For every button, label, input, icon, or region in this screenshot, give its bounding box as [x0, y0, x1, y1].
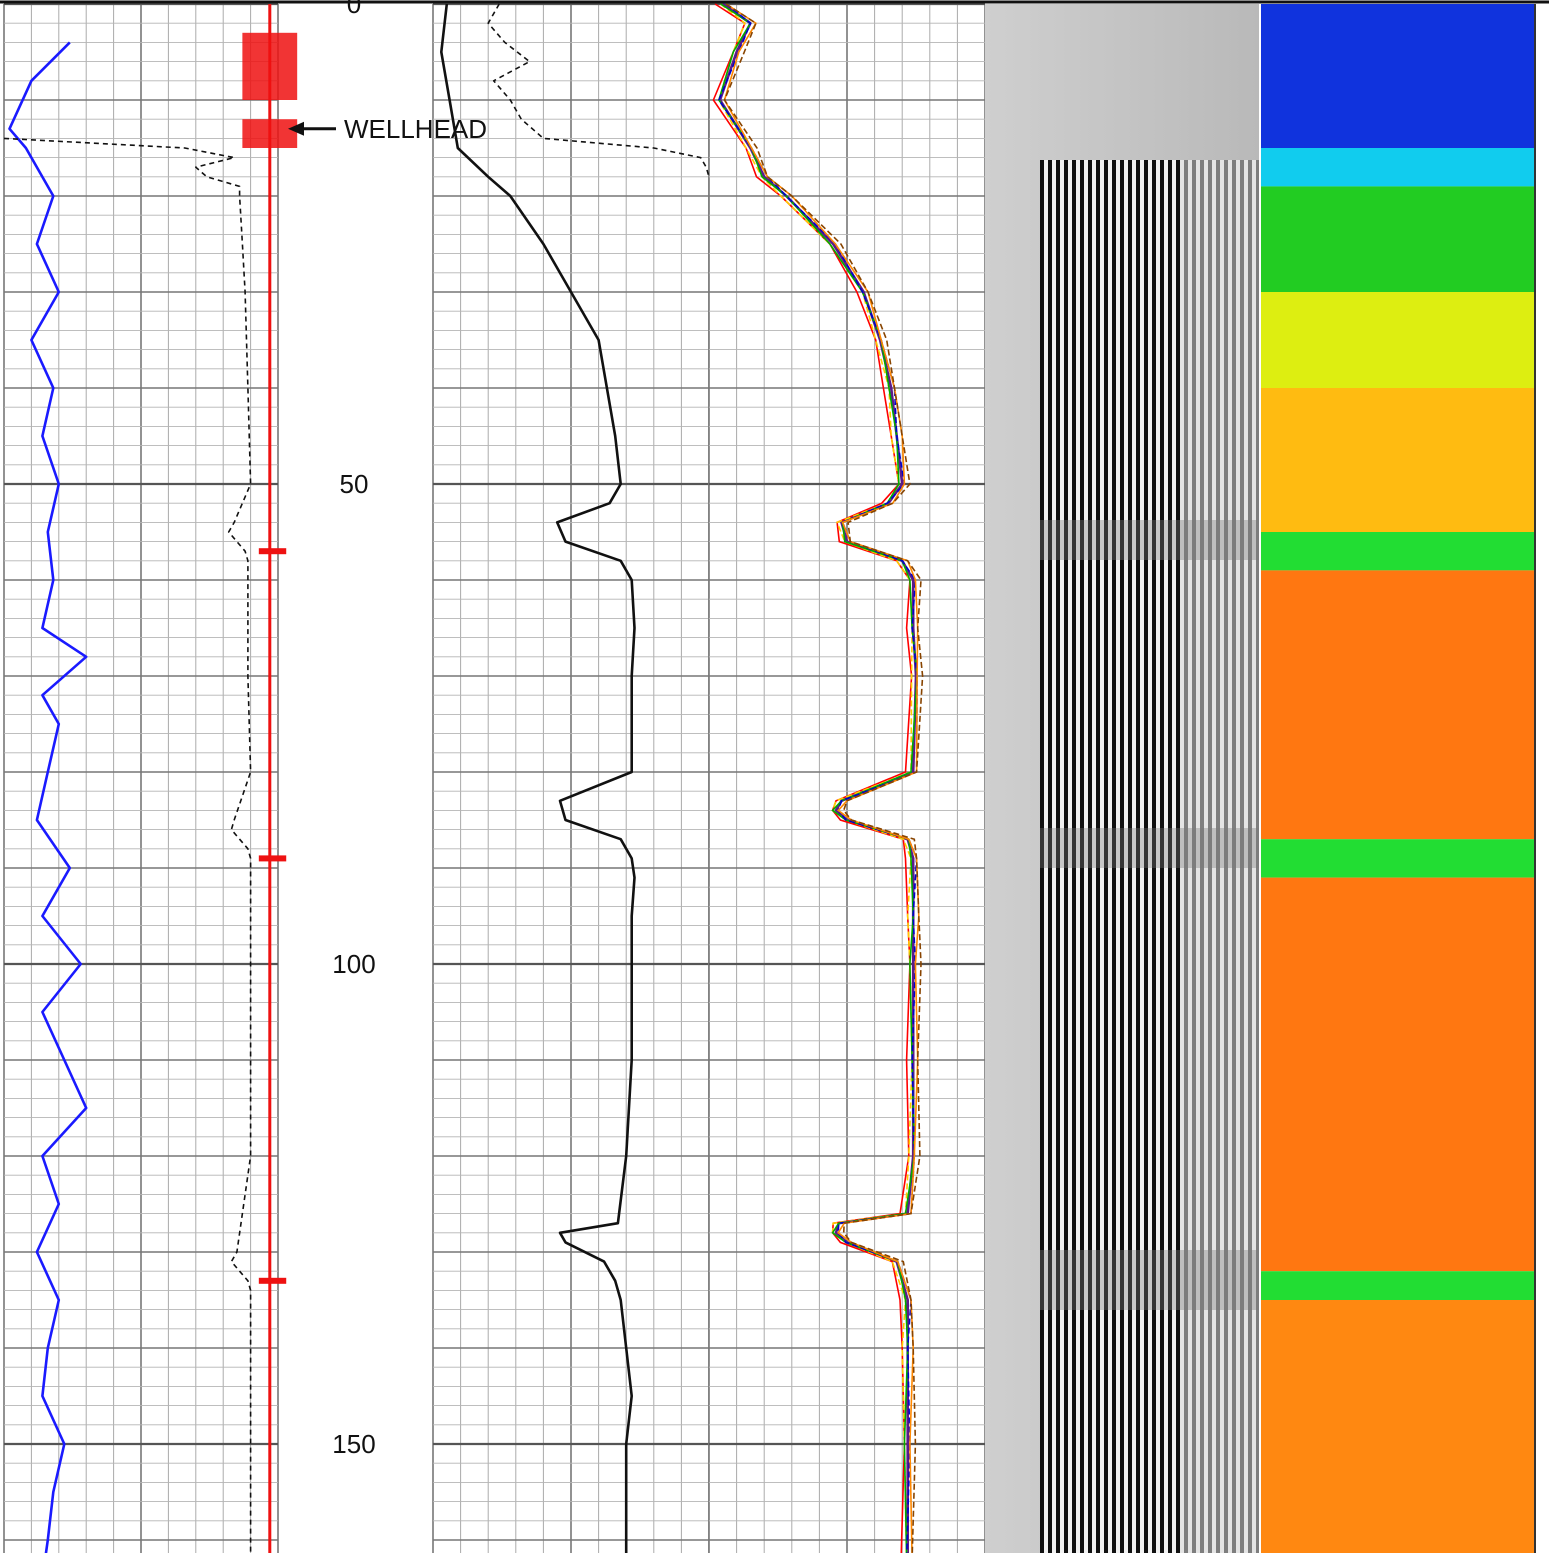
waveform-late-arrivals: [1180, 160, 1259, 1553]
red-spike-1: [242, 119, 298, 148]
red-collar-mark-0: [258, 548, 287, 555]
annotation-wellhead: WELLHEAD: [344, 114, 487, 144]
waveform-track: [985, 4, 1259, 1553]
depth-axis: 0 50 100 150: [332, 0, 375, 1459]
heatmap-band-8: [1261, 877, 1535, 1272]
waveform-band-1: [1040, 520, 1259, 560]
depth-label-100: 100: [332, 949, 375, 979]
heatmap-track: [1261, 4, 1536, 1553]
heatmap-band-9: [1261, 1271, 1535, 1300]
red-collar-mark-2: [258, 1277, 287, 1284]
heatmap-band-6: [1261, 570, 1535, 840]
heatmap-band-2: [1261, 186, 1535, 292]
multi-curve-1: [718, 3, 913, 1553]
red-collar-mark-1: [258, 855, 287, 862]
depth-label-0: 0: [347, 0, 361, 19]
black-curve: [440, 3, 636, 1553]
heatmap-band-5: [1261, 532, 1535, 571]
multi-curve-4: [723, 3, 920, 1553]
blue-curve: [8, 41, 88, 1553]
heatmap-band-1: [1261, 148, 1535, 187]
curves: [3, 2, 924, 1553]
dashed-curve: [3, 137, 252, 1553]
annotations: WELLHEAD: [288, 114, 487, 144]
red-spike-0: [242, 32, 298, 100]
dashed-curve-2: [487, 3, 710, 178]
waveform-band-2: [1040, 828, 1259, 868]
heatmap-band-7: [1261, 839, 1535, 878]
heatmap-band-4: [1261, 388, 1535, 532]
track-2-grid: [432, 2, 710, 1553]
annotation-arrow-head: [288, 121, 304, 136]
heatmap-band-10: [1261, 1300, 1535, 1553]
heatmap-band-3: [1261, 292, 1535, 388]
multi-curve-5: [723, 3, 924, 1553]
depth-label-50: 50: [340, 469, 369, 499]
heatmap-band-0: [1261, 4, 1535, 148]
depth-label-150: 150: [332, 1429, 375, 1459]
track-3-grid: [708, 2, 986, 1553]
waveform-band-3: [1040, 1250, 1259, 1310]
